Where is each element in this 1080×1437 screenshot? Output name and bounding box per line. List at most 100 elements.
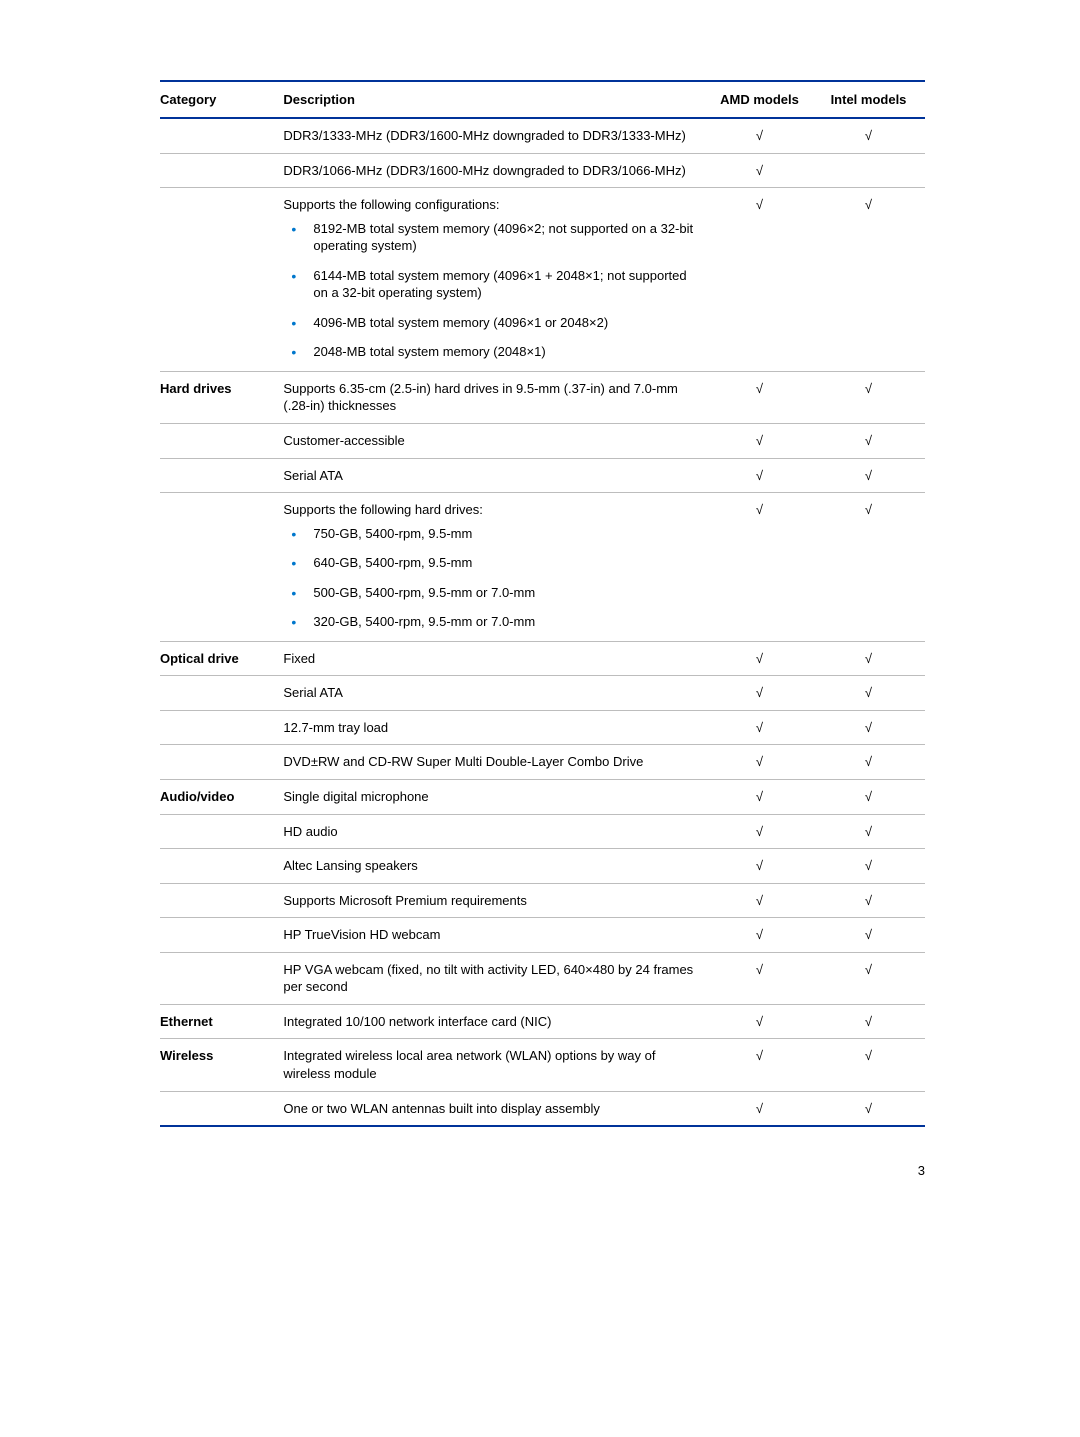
cell-amd: √ [707,710,816,745]
description-text: Supports Microsoft Premium requirements [283,893,526,908]
cell-category: Hard drives [160,371,283,423]
cell-description: DDR3/1333-MHz (DDR3/1600-MHz downgraded … [283,118,707,153]
description-text: Single digital microphone [283,789,428,804]
cell-description: Supports the following hard drives: 750-G… [283,493,707,642]
cell-description: Supports 6.35-cm (2.5-in) hard drives in… [283,371,707,423]
cell-intel: √ [816,780,925,815]
description-text: HD audio [283,824,337,839]
cell-category [160,458,283,493]
cell-description: Altec Lansing speakers [283,849,707,884]
cell-amd: √ [707,918,816,953]
document-page: Category Description AMD models Intel mo… [0,0,1080,1218]
table-row: Supports the following configurations: 81… [160,188,925,372]
cell-intel [816,153,925,188]
table-row: Supports the following hard drives: 750-G… [160,493,925,642]
cell-description: Single digital microphone [283,780,707,815]
cell-amd: √ [707,153,816,188]
cell-intel: √ [816,458,925,493]
table-body: DDR3/1333-MHz (DDR3/1600-MHz downgraded … [160,118,925,1126]
cell-category [160,883,283,918]
table-row: DDR3/1066-MHz (DDR3/1600-MHz downgraded … [160,153,925,188]
cell-description: Supports the following configurations: 81… [283,188,707,372]
page-number: 3 [160,1127,925,1178]
cell-description: Supports Microsoft Premium requirements [283,883,707,918]
cell-amd: √ [707,676,816,711]
description-text: DDR3/1333-MHz (DDR3/1600-MHz downgraded … [283,128,685,143]
cell-category: Audio/video [160,780,283,815]
bullet-item: 8192-MB total system memory (4096×2; not… [283,220,703,267]
cell-amd: √ [707,493,816,642]
cell-amd: √ [707,1004,816,1039]
table-row: Audio/videoSingle digital microphone√√ [160,780,925,815]
table-row: Serial ATA √√ [160,458,925,493]
cell-description: Integrated wireless local area network (… [283,1039,707,1091]
cell-intel: √ [816,371,925,423]
table-row: Altec Lansing speakers√√ [160,849,925,884]
cell-intel: √ [816,1039,925,1091]
cell-category [160,814,283,849]
bullet-list: 750-GB, 5400-rpm, 9.5-mm640-GB, 5400-rpm… [283,525,703,633]
cell-intel: √ [816,676,925,711]
cell-intel: √ [816,1004,925,1039]
cell-amd: √ [707,458,816,493]
cell-category [160,849,283,884]
description-text: Supports the following hard drives: [283,502,482,517]
cell-category [160,676,283,711]
cell-intel: √ [816,188,925,372]
cell-intel: √ [816,814,925,849]
cell-amd: √ [707,952,816,1004]
cell-amd: √ [707,883,816,918]
description-text: One or two WLAN antennas built into disp… [283,1101,600,1116]
table-row: EthernetIntegrated 10/100 network interf… [160,1004,925,1039]
cell-amd: √ [707,371,816,423]
cell-description: DVD±RW and CD-RW Super Multi Double-Laye… [283,745,707,780]
table-row: DVD±RW and CD-RW Super Multi Double-Laye… [160,745,925,780]
bullet-item: 4096-MB total system memory (4096×1 or 2… [283,314,703,344]
cell-category: Optical drive [160,641,283,676]
cell-description: HP TrueVision HD webcam [283,918,707,953]
bullet-item: 500-GB, 5400-rpm, 9.5-mm or 7.0-mm [283,584,703,614]
description-text: 12.7-mm tray load [283,720,388,735]
table-row: One or two WLAN antennas built into disp… [160,1091,925,1126]
description-text: Serial ATA [283,468,342,483]
table-header-row: Category Description AMD models Intel mo… [160,81,925,118]
table-row: WirelessIntegrated wireless local area n… [160,1039,925,1091]
cell-description: DDR3/1066-MHz (DDR3/1600-MHz downgraded … [283,153,707,188]
cell-category [160,493,283,642]
cell-intel: √ [816,883,925,918]
cell-description: 12.7-mm tray load [283,710,707,745]
cell-intel: √ [816,641,925,676]
cell-intel: √ [816,745,925,780]
cell-category [160,952,283,1004]
cell-category [160,188,283,372]
cell-category [160,118,283,153]
table-row: HP TrueVision HD webcam√√ [160,918,925,953]
cell-category [160,1091,283,1126]
bullet-list: 8192-MB total system memory (4096×2; not… [283,220,703,363]
cell-category [160,745,283,780]
bullet-item: 2048-MB total system memory (2048×1) [283,343,703,363]
table-row: Hard drivesSupports 6.35-cm (2.5-in) har… [160,371,925,423]
col-header-intel: Intel models [816,81,925,118]
description-text: Fixed [283,651,315,666]
cell-description: Integrated 10/100 network interface card… [283,1004,707,1039]
col-header-description: Description [283,81,707,118]
description-text: Integrated wireless local area network (… [283,1048,655,1081]
cell-category [160,424,283,459]
bullet-item: 6144-MB total system memory (4096×1 + 20… [283,267,703,314]
description-text: Supports 6.35-cm (2.5-in) hard drives in… [283,381,677,414]
description-text: DVD±RW and CD-RW Super Multi Double-Laye… [283,754,643,769]
cell-amd: √ [707,424,816,459]
description-text: HP VGA webcam (fixed, no tilt with activ… [283,962,693,995]
cell-description: One or two WLAN antennas built into disp… [283,1091,707,1126]
spec-table: Category Description AMD models Intel mo… [160,80,925,1127]
cell-category: Wireless [160,1039,283,1091]
description-text: Customer-accessible [283,433,404,448]
table-row: Customer-accessible√√ [160,424,925,459]
cell-category [160,710,283,745]
table-row: Supports Microsoft Premium requirements √… [160,883,925,918]
cell-category: Ethernet [160,1004,283,1039]
description-text: Integrated 10/100 network interface card… [283,1014,551,1029]
description-text: Serial ATA [283,685,342,700]
description-text: Supports the following configurations: [283,197,499,212]
